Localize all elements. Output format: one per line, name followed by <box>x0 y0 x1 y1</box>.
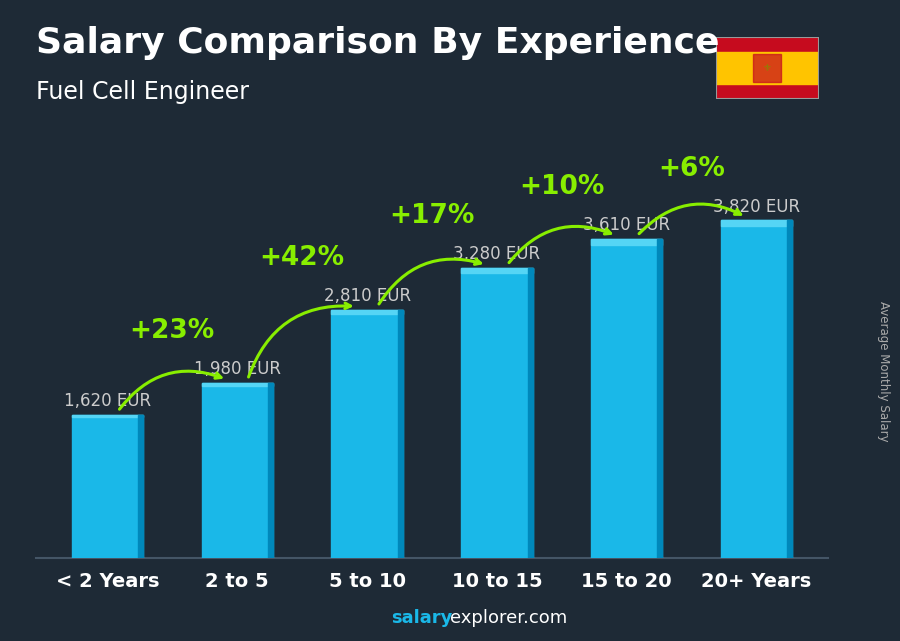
Bar <box>331 310 403 558</box>
Bar <box>268 383 273 558</box>
Text: Salary Comparison By Experience: Salary Comparison By Experience <box>36 26 719 60</box>
Bar <box>527 268 533 558</box>
Bar <box>72 415 143 558</box>
Text: Average Monthly Salary: Average Monthly Salary <box>878 301 890 442</box>
Bar <box>138 415 143 558</box>
Text: +42%: +42% <box>259 245 345 271</box>
Text: Fuel Cell Engineer: Fuel Cell Engineer <box>36 80 249 104</box>
Bar <box>461 268 533 558</box>
Bar <box>398 310 403 558</box>
Bar <box>591 239 662 558</box>
Bar <box>202 383 273 386</box>
Text: ⚜: ⚜ <box>763 63 771 73</box>
Text: salary: salary <box>392 609 453 627</box>
Text: +6%: +6% <box>658 156 725 181</box>
Text: +17%: +17% <box>390 203 474 229</box>
Bar <box>721 221 792 558</box>
Text: 3,280 EUR: 3,280 EUR <box>454 246 541 263</box>
Text: explorer.com: explorer.com <box>450 609 567 627</box>
Text: +23%: +23% <box>130 318 215 344</box>
Bar <box>591 239 662 245</box>
Bar <box>72 415 143 417</box>
Bar <box>461 268 533 273</box>
Bar <box>753 54 781 82</box>
Text: 1,620 EUR: 1,620 EUR <box>64 392 151 410</box>
Bar <box>716 52 819 83</box>
Bar <box>331 310 403 314</box>
Text: +10%: +10% <box>519 174 605 200</box>
Text: 2,810 EUR: 2,810 EUR <box>323 287 410 304</box>
Bar <box>658 239 662 558</box>
Text: 3,610 EUR: 3,610 EUR <box>583 216 670 234</box>
Text: 3,820 EUR: 3,820 EUR <box>713 197 800 215</box>
Bar <box>202 383 273 558</box>
Bar <box>721 221 792 226</box>
Bar <box>788 221 792 558</box>
Text: 1,980 EUR: 1,980 EUR <box>194 360 281 378</box>
